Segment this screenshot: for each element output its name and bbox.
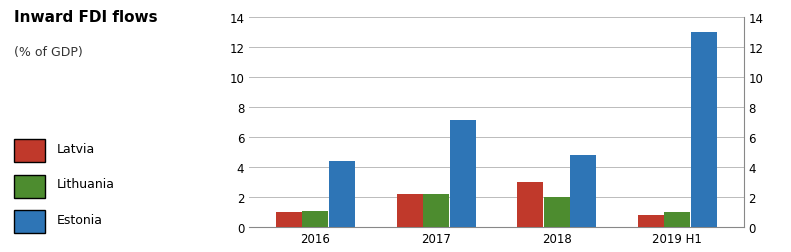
Bar [449, 121, 475, 227]
Text: (% of GDP): (% of GDP) [14, 45, 83, 58]
Bar [664, 212, 691, 227]
FancyBboxPatch shape [14, 140, 45, 163]
Bar [543, 197, 570, 227]
Bar [570, 155, 596, 227]
Bar [691, 33, 717, 227]
Text: Inward FDI flows: Inward FDI flows [14, 10, 158, 25]
Bar [276, 212, 302, 227]
Text: Lithuania: Lithuania [57, 177, 115, 191]
Bar [302, 211, 328, 227]
Bar [423, 195, 449, 227]
Bar [396, 194, 422, 227]
Bar [329, 162, 355, 227]
FancyBboxPatch shape [14, 210, 45, 233]
Bar [638, 216, 664, 227]
Text: Latvia: Latvia [57, 142, 95, 155]
Text: Estonia: Estonia [57, 213, 103, 226]
Bar [517, 182, 543, 227]
FancyBboxPatch shape [14, 175, 45, 198]
